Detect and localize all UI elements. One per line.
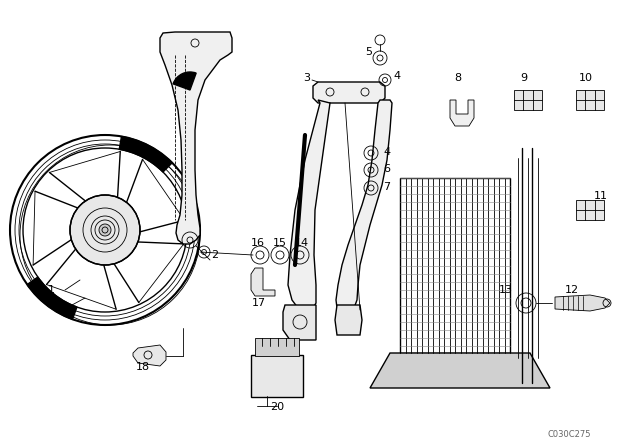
Text: C030C275: C030C275 — [548, 430, 591, 439]
Circle shape — [70, 195, 140, 265]
Text: 7: 7 — [383, 182, 390, 192]
Text: 6: 6 — [383, 164, 390, 174]
Text: 20: 20 — [270, 402, 284, 412]
Polygon shape — [313, 82, 385, 103]
FancyBboxPatch shape — [576, 90, 604, 110]
Polygon shape — [251, 268, 275, 296]
Text: 5: 5 — [365, 47, 372, 57]
Text: 3: 3 — [303, 73, 310, 83]
FancyBboxPatch shape — [576, 200, 604, 220]
Text: 9: 9 — [520, 73, 527, 83]
Text: 14: 14 — [295, 238, 309, 248]
Text: 13: 13 — [499, 285, 513, 295]
Bar — [400, 178, 510, 353]
Wedge shape — [27, 277, 77, 319]
Text: 17: 17 — [252, 298, 266, 308]
Polygon shape — [133, 345, 166, 366]
Text: 8: 8 — [454, 73, 461, 83]
Text: 19: 19 — [48, 300, 62, 310]
Text: 18: 18 — [136, 362, 150, 372]
Text: 4: 4 — [393, 71, 400, 81]
Polygon shape — [283, 305, 316, 340]
Polygon shape — [370, 353, 550, 388]
Polygon shape — [555, 295, 610, 311]
Polygon shape — [288, 100, 330, 312]
FancyBboxPatch shape — [255, 338, 299, 356]
Polygon shape — [335, 305, 362, 335]
Text: 15: 15 — [273, 238, 287, 248]
Polygon shape — [336, 100, 392, 312]
Polygon shape — [160, 32, 232, 244]
Text: 2: 2 — [211, 250, 218, 260]
Polygon shape — [450, 100, 474, 126]
FancyBboxPatch shape — [251, 355, 303, 397]
FancyBboxPatch shape — [514, 90, 542, 110]
Wedge shape — [173, 72, 196, 90]
Text: 10: 10 — [579, 73, 593, 83]
Text: 4: 4 — [383, 147, 390, 157]
Wedge shape — [119, 137, 172, 172]
Text: 16: 16 — [251, 238, 265, 248]
Text: 1: 1 — [48, 285, 55, 295]
Circle shape — [99, 224, 111, 236]
Text: 12: 12 — [565, 285, 579, 295]
Text: 11: 11 — [594, 191, 608, 201]
